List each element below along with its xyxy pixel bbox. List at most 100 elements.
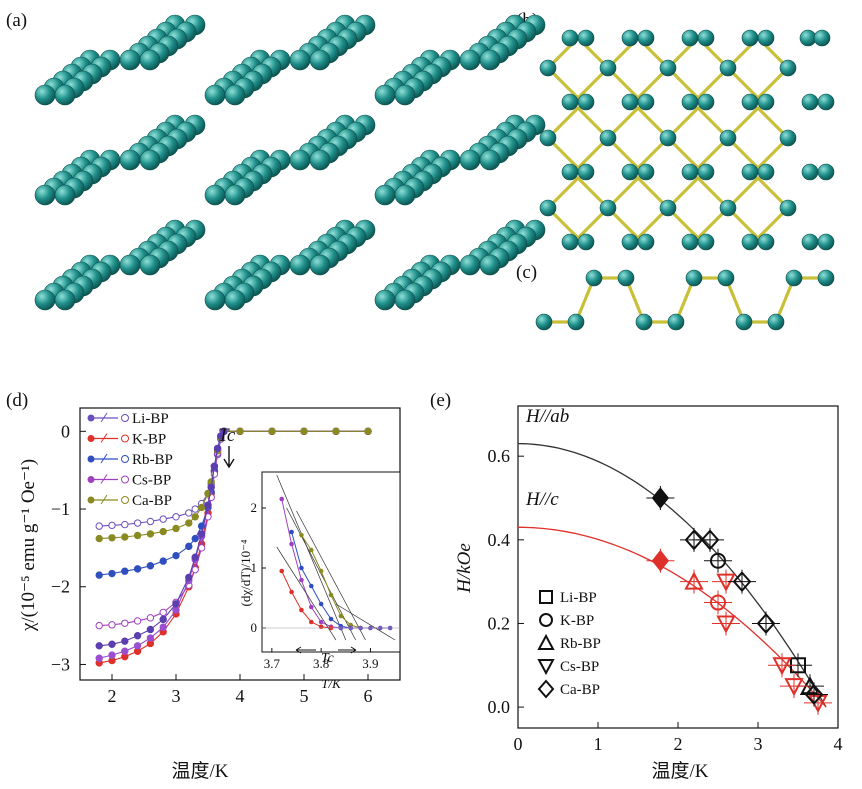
- data-point: [121, 533, 129, 541]
- atom: [685, 269, 703, 287]
- atom: [561, 163, 579, 181]
- atom: [119, 49, 141, 71]
- atom: [577, 29, 595, 47]
- atom: [741, 93, 759, 111]
- inset-point: [318, 568, 324, 574]
- atom: [697, 93, 715, 111]
- data-point: [332, 427, 340, 436]
- atom: [561, 93, 579, 111]
- inset-x-tick-label: 3.8: [313, 656, 329, 671]
- inset-point: [318, 624, 324, 630]
- inset-point: [328, 592, 334, 598]
- marker-triangle-down: [537, 659, 555, 676]
- marker-square: [539, 590, 553, 604]
- data-point: [268, 427, 276, 436]
- y-axis-title: H/kOe: [454, 543, 475, 594]
- legend-label: Rb-BP: [560, 636, 601, 652]
- panel-label-a: (a): [6, 10, 27, 31]
- atom: [785, 269, 803, 287]
- atom: [757, 163, 775, 181]
- inset-point: [308, 547, 314, 553]
- atom: [54, 289, 76, 311]
- x-tick-label: 2: [108, 686, 117, 706]
- atom: [697, 233, 715, 251]
- atom: [817, 269, 835, 287]
- data-point: [133, 617, 142, 625]
- legend-label: Cs-BP: [560, 659, 599, 675]
- legend-break: [100, 433, 108, 443]
- inset-y-title: (dχ/dT)/10⁻⁴: [238, 539, 253, 606]
- atom: [309, 254, 331, 276]
- marker-triangle-down: [716, 615, 736, 634]
- atom: [459, 149, 481, 171]
- data-point: [172, 606, 180, 614]
- atom: [577, 233, 595, 251]
- marker-diamond: [756, 612, 776, 634]
- data-point: [95, 642, 103, 650]
- x-tick-label: 0: [514, 734, 523, 754]
- data-series: [680, 527, 828, 707]
- atom: [139, 254, 161, 276]
- legend-label: Ca-BP: [560, 682, 600, 698]
- y-tick-label: 0.4: [488, 530, 511, 550]
- data-point: [197, 503, 206, 512]
- data-point: [146, 614, 155, 622]
- legend-marker: [87, 455, 95, 463]
- inset-point: [279, 568, 285, 574]
- atom: [741, 163, 759, 181]
- marker-circle: [539, 613, 553, 627]
- crystal-structure-top-view: [539, 29, 835, 251]
- atom: [535, 313, 553, 331]
- atom: [139, 49, 161, 71]
- data-point: [108, 640, 116, 648]
- legend-marker: [121, 414, 129, 422]
- data-point: [159, 623, 167, 631]
- inset-fit-line: [276, 546, 337, 641]
- data-point: [364, 427, 372, 436]
- data-point: [108, 651, 116, 659]
- inset-y-tick-label: 1: [251, 560, 258, 575]
- atom: [719, 199, 737, 217]
- legend-label: K-BP: [132, 432, 166, 448]
- atom: [801, 233, 819, 251]
- atom: [139, 149, 161, 171]
- data-point: [197, 530, 206, 538]
- data-point: [185, 542, 193, 551]
- data-point: [133, 632, 142, 640]
- atom: [779, 59, 797, 77]
- curve-label-c: H//c: [525, 489, 559, 510]
- atom: [204, 184, 226, 206]
- atom: [561, 233, 579, 251]
- atom: [577, 163, 595, 181]
- atom: [374, 84, 396, 106]
- atom: [394, 184, 416, 206]
- inset-y-tick-label: 0: [251, 620, 258, 635]
- legend-label: Ca-BP: [132, 493, 172, 509]
- inset-point: [299, 565, 304, 571]
- marker-triangle-down: [772, 657, 792, 676]
- inset-x-title: T/K: [321, 676, 342, 691]
- atom: [681, 163, 699, 181]
- atom: [599, 199, 617, 217]
- data-point: [172, 513, 180, 521]
- data-point: [146, 634, 155, 642]
- marker-triangle-down: [784, 678, 804, 697]
- atom: [719, 129, 737, 147]
- inset-point: [308, 604, 314, 610]
- fit-curve: [518, 526, 827, 708]
- atom: [585, 269, 603, 287]
- legend-break: [100, 494, 108, 505]
- data-point: [133, 642, 142, 650]
- atom: [539, 59, 557, 77]
- marker-diamond: [732, 571, 752, 593]
- legend-marker: [87, 496, 95, 504]
- legend-marker: [121, 496, 129, 504]
- atom: [817, 233, 835, 251]
- legend-label: K-BP: [560, 613, 594, 629]
- data-point: [108, 621, 116, 629]
- legend-break: [100, 453, 108, 464]
- atom: [577, 93, 595, 111]
- inset-point: [328, 616, 334, 622]
- atom: [289, 149, 311, 171]
